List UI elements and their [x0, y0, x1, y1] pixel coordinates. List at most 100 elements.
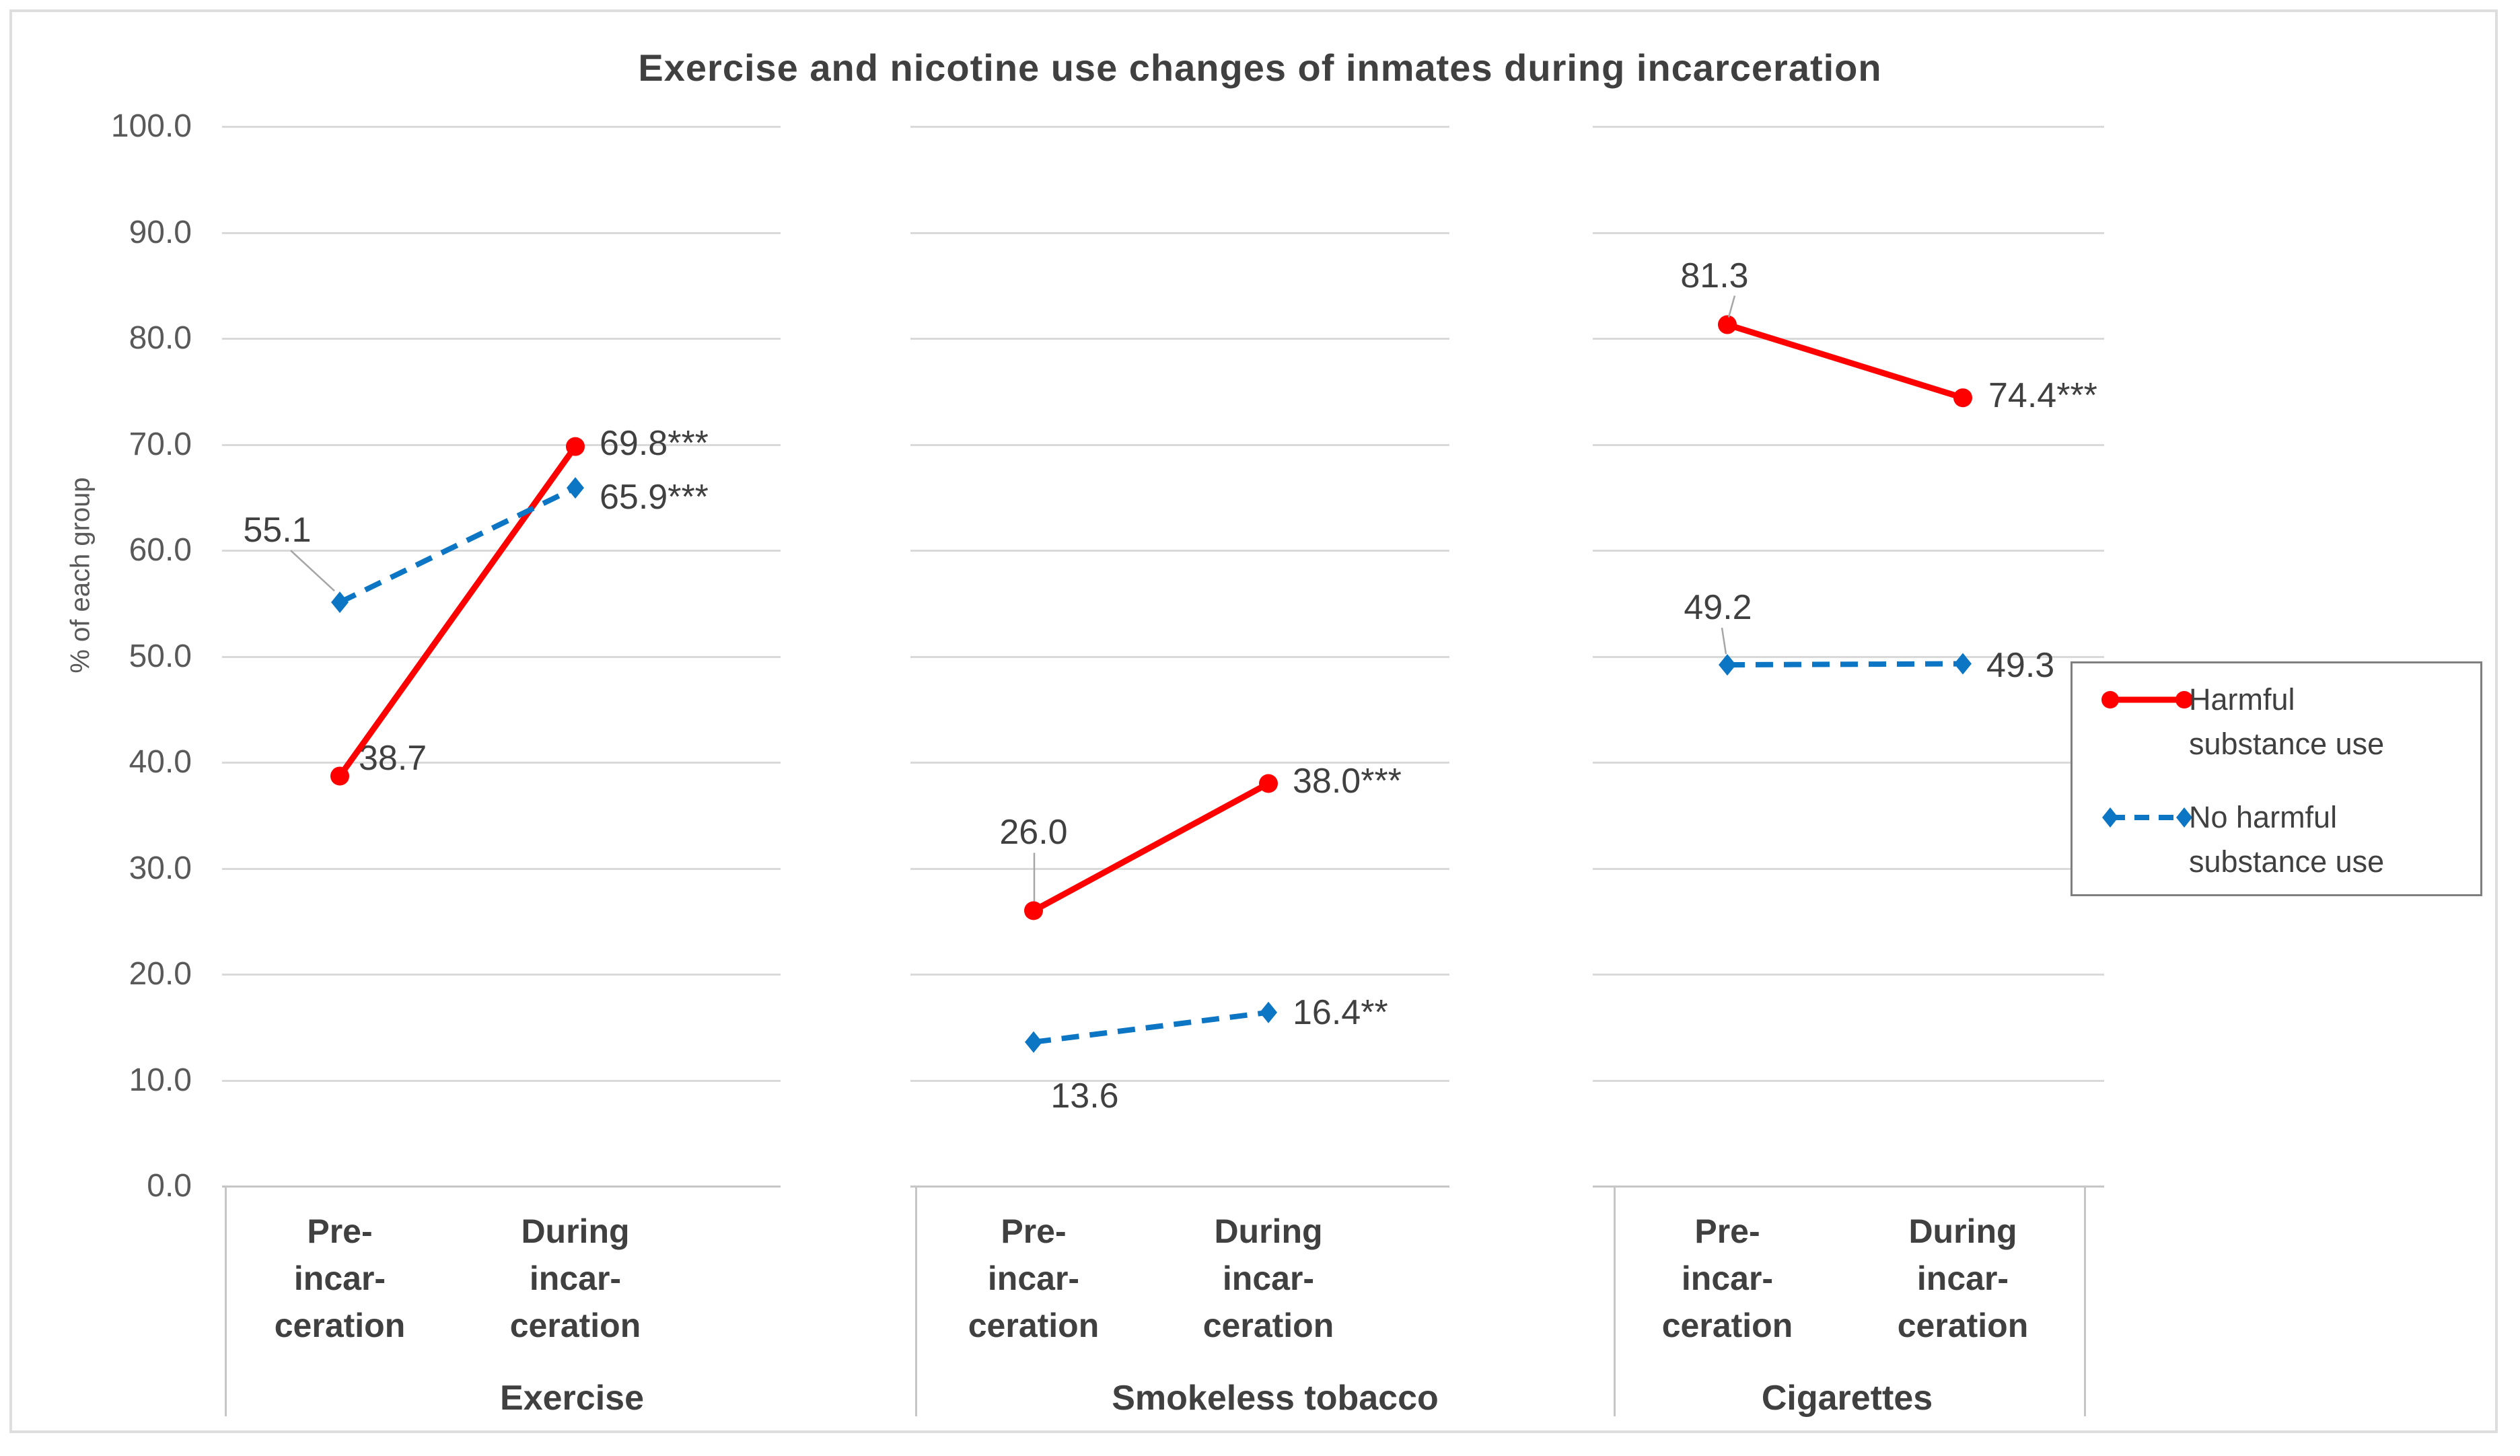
data-point-marker: [1719, 654, 1736, 676]
category-label-line: incar-: [1681, 1260, 1774, 1297]
legend-label-line: No harmful: [2189, 800, 2338, 834]
category-label-line: ceration: [1202, 1307, 1334, 1344]
data-label: 74.4***: [1988, 376, 2097, 416]
data-label: 38.7: [359, 739, 427, 778]
gridline: [222, 338, 781, 340]
data-point-marker: [566, 437, 585, 456]
panel-divider: [1614, 1186, 1616, 1416]
data-point-marker: [1025, 1031, 1042, 1053]
gridline: [222, 867, 781, 870]
y-axis-title: % of each group: [65, 477, 96, 674]
data-label: 55.1: [243, 511, 312, 550]
legend-marker-diamond: [2102, 807, 2118, 828]
category-label-line: incar-: [529, 1260, 622, 1297]
gridline: [910, 443, 1449, 446]
gridline: [910, 655, 1449, 658]
group-label: Smokeless tobacco: [1112, 1379, 1439, 1418]
category-label-line: ceration: [1897, 1307, 2029, 1344]
y-tick-label: 10.0: [129, 1062, 192, 1098]
legend-label-line: substance use: [2189, 727, 2385, 761]
data-label: 13.6: [1050, 1076, 1119, 1116]
data-label: 65.9***: [600, 478, 709, 517]
gridline: [222, 231, 781, 234]
y-tick-label: 40.0: [129, 744, 192, 780]
category-label: During incar-ceration: [510, 1208, 641, 1349]
gridline: [222, 443, 781, 446]
data-label: 69.8***: [600, 423, 709, 463]
series-line: [1726, 322, 1964, 401]
panel-divider: [915, 1186, 917, 1416]
gridline: [222, 974, 781, 976]
series-line: [1033, 1009, 1269, 1045]
category-label-line: Pre-: [307, 1212, 373, 1250]
category-label-line: incar-: [987, 1260, 1080, 1297]
data-label: 38.0***: [1293, 761, 1402, 801]
category-label-line: ceration: [1661, 1307, 1793, 1344]
gridline: [910, 762, 1449, 764]
data-point-marker: [1718, 315, 1737, 334]
category-label: During incar-ceration: [1898, 1208, 2029, 1349]
chart-title: Exercise and nicotine use changes of inm…: [638, 46, 1882, 89]
y-tick-label: 60.0: [129, 532, 192, 568]
gridline: [910, 338, 1449, 340]
gridline: [222, 1079, 781, 1082]
data-point-marker: [331, 591, 349, 614]
data-label: 16.4**: [1293, 992, 1388, 1032]
category-label: Pre-incar-ceration: [1662, 1208, 1793, 1349]
category-label-line: incar-: [293, 1260, 386, 1297]
gridline: [222, 126, 781, 128]
data-point-marker: [1953, 388, 1972, 408]
gridline: [1593, 126, 2104, 128]
gridline: [1593, 1079, 2104, 1082]
y-tick-label: 30.0: [129, 850, 192, 886]
gridline: [910, 867, 1449, 870]
gridline: [1593, 338, 2104, 340]
category-label-line: incar-: [1222, 1260, 1315, 1297]
legend-marker-circle: [2175, 691, 2193, 708]
category-label-line: ceration: [509, 1307, 641, 1344]
x-axis-line: [1593, 1186, 2104, 1188]
legend-label-line: substance use: [2189, 844, 2385, 879]
legend: Harmful substance use No harmful substan…: [2071, 661, 2482, 896]
label-leader-line: [1727, 295, 1736, 318]
series-line: [338, 485, 577, 605]
gridline: [1593, 655, 2104, 658]
x-axis-line: [910, 1186, 1449, 1188]
y-tick-label: 20.0: [129, 956, 192, 992]
category-label-line: Pre-: [1001, 1212, 1067, 1250]
legend-entry-harmful: Harmful substance use: [2189, 678, 2384, 766]
data-label: 49.2: [1684, 588, 1752, 628]
gridline: [1593, 762, 2104, 764]
legend-marker-diamond: [2176, 807, 2192, 828]
data-point-marker: [330, 766, 349, 786]
gridline: [910, 126, 1449, 128]
gridline: [910, 231, 1449, 234]
gridline: [1593, 550, 2104, 552]
gridline: [1593, 443, 2104, 446]
legend-label-line: Harmful: [2189, 682, 2295, 717]
category-label-line: ceration: [968, 1307, 1100, 1344]
category-label-line: During: [1214, 1212, 1323, 1250]
label-leader-line: [290, 550, 335, 592]
category-label: Pre-incar-ceration: [275, 1208, 406, 1349]
y-tick-label: 50.0: [129, 638, 192, 674]
panel-divider: [2084, 1186, 2086, 1416]
gridline: [1593, 231, 2104, 234]
data-label: 81.3: [1680, 256, 1749, 295]
group-label: Exercise: [500, 1379, 644, 1418]
legend-marker-lines: [2101, 691, 2193, 828]
category-label-line: During: [521, 1212, 630, 1250]
data-point-marker: [1024, 901, 1043, 920]
series-line: [337, 445, 578, 778]
legend-marker-circle: [2101, 691, 2119, 708]
y-tick-label: 90.0: [129, 214, 192, 250]
category-label-line: Pre-: [1694, 1212, 1760, 1250]
gridline: [910, 550, 1449, 552]
category-label-line: ceration: [274, 1307, 406, 1344]
y-tick-label: 0.0: [147, 1168, 192, 1204]
gridline: [222, 762, 781, 764]
gridline: [222, 655, 781, 658]
category-label-line: incar-: [1916, 1260, 2009, 1297]
